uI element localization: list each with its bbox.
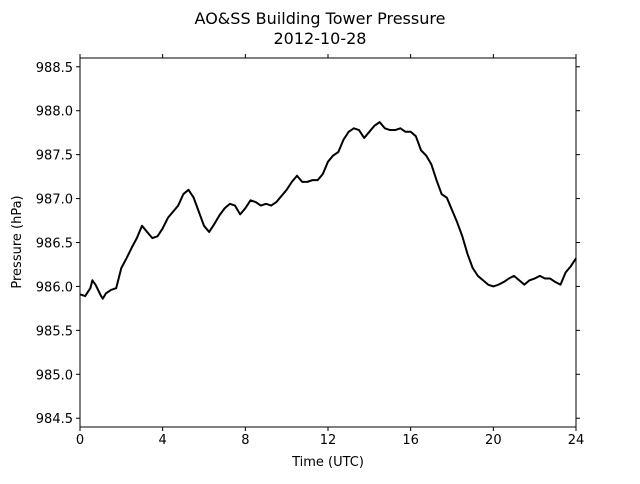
- x-tick-label: 0: [76, 433, 84, 448]
- x-tick-label: 20: [485, 433, 502, 448]
- y-tick-label: 988.5: [36, 61, 73, 76]
- chart-subtitle: 2012-10-28: [274, 29, 367, 48]
- y-tick-label: 986.5: [36, 237, 73, 252]
- x-tick-label: 16: [402, 433, 419, 448]
- y-axis-label: Pressure (hPa): [10, 195, 25, 288]
- x-axis-label: Time (UTC): [291, 455, 364, 470]
- y-tick-label: 987.5: [36, 149, 73, 164]
- line: [79, 121, 577, 300]
- x-tick-label: 8: [241, 433, 249, 448]
- y-tick-label: 988.0: [36, 105, 73, 120]
- x-tick-label: 4: [159, 433, 167, 448]
- y-tick-label: 985.5: [36, 324, 73, 339]
- y-tick-label: 986.0: [36, 280, 73, 295]
- y-tick-label: 985.0: [36, 368, 73, 383]
- x-tick-label: 24: [568, 433, 585, 448]
- y-tick-label: 987.0: [36, 193, 73, 208]
- x-tick-label: 12: [320, 433, 337, 448]
- chart-title: AO&SS Building Tower Pressure: [195, 9, 446, 28]
- y-tick-label: 984.5: [36, 412, 73, 427]
